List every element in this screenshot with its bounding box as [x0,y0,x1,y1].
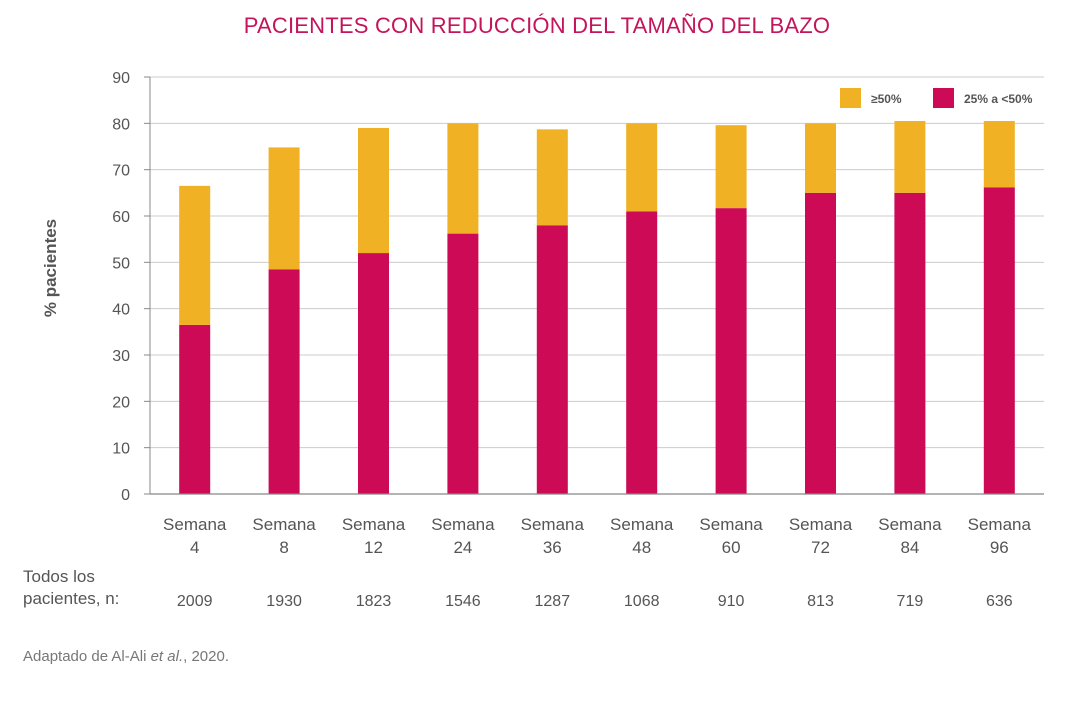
x-tick-label: Semana [610,515,674,534]
y-tick-label: 10 [112,441,130,458]
x-tick-label-week: 60 [722,538,741,557]
legend-label: ≥50% [871,92,902,106]
source-italic: et al. [150,648,184,665]
x-tick-label-week: 4 [190,538,199,557]
x-tick-label-week: 84 [900,538,919,557]
bar-segment [983,187,1015,495]
x-tick-label-week: 72 [811,538,830,557]
bar-segment [805,123,836,193]
y-tick-label: 30 [112,348,130,365]
chart-title: PACIENTES CON REDUCCIÓN DEL TAMAÑO DEL B… [243,13,831,38]
y-tick-label: 80 [112,116,130,133]
bar-segment [536,129,568,226]
y-tick-label: 20 [112,394,130,411]
x-axis-labels: Semana 4 Semana 8 Semana 12 Semana 24 Semana 36 Se… [163,515,1031,557]
x-tick-label: Semana [878,515,942,534]
bar-segment [894,121,926,193]
bar-segment [179,185,211,325]
bar-segment [447,123,479,234]
x-tick-label-week: 96 [990,538,1009,557]
x-tick-label-week: 48 [632,538,651,557]
legend-swatch [840,88,861,108]
bar-segment [268,147,300,270]
x-tick-label-week: 8 [279,538,288,557]
n-value: 636 [986,593,1013,610]
source-suffix: , 2020. [183,648,229,665]
x-tick-label: Semana [252,515,316,534]
bar-segment [983,121,1015,188]
x-tick-label: Semana [789,515,853,534]
bars [179,121,1015,495]
y-axis-ticks: 0 10 20 30 40 50 60 70 80 90 [112,70,150,504]
x-tick-label-week: 36 [543,538,562,557]
n-value: 1546 [445,593,481,610]
n-value: 813 [807,593,834,610]
y-tick-label: 50 [112,255,130,272]
y-tick-label: 40 [112,302,130,319]
x-tick-label: Semana [342,515,406,534]
bar-segment [536,225,568,494]
x-tick-label: Semana [163,515,227,534]
x-tick-label: Semana [968,515,1032,534]
bar-segment [626,123,658,212]
n-value: 910 [718,593,745,610]
n-value: 1068 [624,593,660,610]
x-tick-label: Semana [431,515,495,534]
legend: ≥50% 25% a <50% [840,88,1033,108]
n-row-label: Todos los pacientes, n: [23,566,119,610]
y-tick-label: 70 [112,163,130,180]
bar-segment [805,192,836,495]
bar-segment [447,233,479,494]
x-tick-label: Semana [699,515,763,534]
source-prefix: Adaptado de Al-Ali [23,648,151,665]
n-row-label-line-2: pacientes, n: [23,589,120,608]
bar-segment [894,192,926,495]
bar-segment [626,211,658,494]
legend-label: 25% a <50% [964,92,1033,106]
y-tick-label: 60 [112,209,130,226]
n-value: 2009 [177,593,213,610]
bar-segment [358,127,389,254]
bar-segment [715,125,747,209]
legend-swatch [933,88,954,108]
bar-segment [715,208,747,494]
n-row-label-line-1: Todos los [23,567,95,586]
bar-segment [268,269,300,494]
n-value: 1287 [535,593,571,610]
x-tick-label: Semana [521,515,585,534]
source-note: Adaptado de Al-Ali et al., 2020. [23,648,229,665]
n-value: 719 [897,593,924,610]
n-values: 2009 1930 1823 1546 1287 1068 910 813 719 636 [177,593,1013,610]
y-tick-label: 90 [112,70,130,87]
n-value: 1823 [356,593,392,610]
y-axis-label: % pacientes [41,219,60,317]
x-tick-label-week: 12 [364,538,383,557]
n-value: 1930 [266,593,302,610]
axes [149,77,1044,495]
y-tick-label: 0 [121,487,130,504]
bar-segment [179,324,211,494]
x-tick-label-week: 24 [453,538,472,557]
bar-segment [358,253,389,494]
